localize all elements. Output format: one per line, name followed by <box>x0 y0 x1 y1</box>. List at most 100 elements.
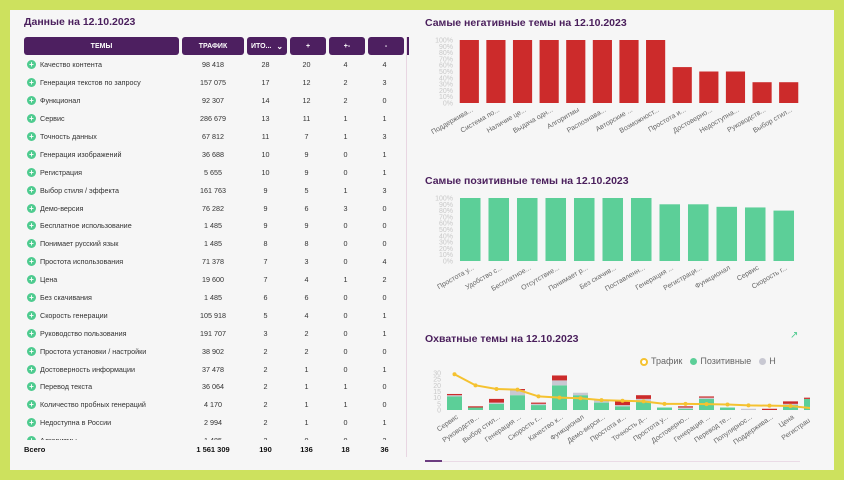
stacked-bar-segment[interactable] <box>678 406 693 408</box>
bar[interactable] <box>592 40 612 103</box>
stacked-bar-segment[interactable] <box>615 405 630 407</box>
table-row[interactable]: + Функционал 92 307 14 12 2 0 <box>24 92 404 110</box>
stacked-bar-segment[interactable] <box>531 405 546 410</box>
table-row[interactable]: + Цена 19 600 7 4 1 2 <box>24 271 404 289</box>
stacked-bar-segment[interactable] <box>489 398 504 403</box>
stacked-bar-segment[interactable] <box>615 401 630 406</box>
expand-plus-icon[interactable]: + <box>27 149 36 159</box>
table-row[interactable]: + Без скачивания 1 485 6 6 0 0 <box>24 289 404 307</box>
expand-plus-icon[interactable]: + <box>27 310 36 320</box>
traffic-point[interactable] <box>746 403 751 408</box>
stacked-bar-segment[interactable] <box>468 406 483 408</box>
stacked-bar-segment[interactable] <box>552 375 567 381</box>
traffic-point[interactable] <box>452 372 457 377</box>
stacked-bar-segment[interactable] <box>741 408 756 410</box>
legend-item-positive[interactable]: Позитивные <box>690 356 751 366</box>
table-row[interactable]: + Недоступна в России 2 994 2 1 0 1 <box>24 414 404 432</box>
table-row[interactable]: + Руководство пользования 191 707 3 2 0 1 <box>24 324 404 342</box>
bar[interactable] <box>773 210 795 261</box>
bar[interactable] <box>619 40 639 103</box>
stacked-bar-segment[interactable] <box>447 395 462 397</box>
traffic-point[interactable] <box>725 402 730 407</box>
traffic-point[interactable] <box>473 383 478 388</box>
bar[interactable] <box>459 198 481 261</box>
expand-plus-icon[interactable]: + <box>27 221 36 231</box>
traffic-point[interactable] <box>641 399 646 404</box>
table-row[interactable]: + Достоверность информации 37 478 2 1 0 1 <box>24 360 404 378</box>
table-row[interactable]: + Количество пробных генераций 4 170 2 1 1 0 <box>24 396 404 414</box>
legend-item-traffic[interactable]: Трафик <box>640 356 682 366</box>
traffic-point[interactable] <box>704 402 709 407</box>
expand-plus-icon[interactable]: + <box>27 203 36 213</box>
expand-plus-icon[interactable]: + <box>27 257 36 267</box>
traffic-point[interactable] <box>683 401 688 406</box>
scrollbar-track[interactable] <box>406 37 407 457</box>
stacked-bar-segment[interactable] <box>615 406 630 410</box>
chart-scrollbar-thumb[interactable] <box>425 460 442 462</box>
expand-plus-icon[interactable]: + <box>27 185 36 195</box>
stacked-bar-segment[interactable] <box>783 401 798 404</box>
bar[interactable] <box>459 40 479 103</box>
table-row[interactable]: + Выбор стиля / эффекта 161 763 9 5 1 3 <box>24 181 404 199</box>
stacked-bar-segment[interactable] <box>636 401 651 410</box>
traffic-point[interactable] <box>578 396 583 401</box>
expand-plus-icon[interactable]: + <box>27 436 36 440</box>
stacked-bar-segment[interactable] <box>678 407 693 409</box>
stacked-bar-segment[interactable] <box>573 392 588 396</box>
col-header-positive[interactable]: + <box>290 37 326 55</box>
expand-plus-icon[interactable]: + <box>27 346 36 356</box>
stacked-bar-segment[interactable] <box>678 408 693 410</box>
table-row[interactable]: + Простота установки / настройки 38 902 2 2 0… <box>24 342 404 360</box>
expand-plus-icon[interactable]: + <box>27 382 36 392</box>
stacked-bar-segment[interactable] <box>594 402 609 410</box>
stacked-bar-segment[interactable] <box>699 396 714 398</box>
stacked-bar-segment[interactable] <box>531 402 546 404</box>
bar[interactable] <box>566 40 586 103</box>
bar[interactable] <box>659 204 681 261</box>
expand-plus-icon[interactable]: + <box>27 60 36 70</box>
expand-plus-icon[interactable]: + <box>27 328 36 338</box>
expand-plus-icon[interactable]: + <box>27 167 36 177</box>
expand-plus-icon[interactable]: + <box>27 418 36 428</box>
stacked-bar-segment[interactable] <box>447 393 462 396</box>
expand-plus-icon[interactable]: + <box>27 239 36 249</box>
table-row[interactable]: + Качество контента 98 418 28 20 4 4 <box>24 56 404 74</box>
stacked-bar-segment[interactable] <box>531 403 546 406</box>
bar[interactable] <box>646 40 666 103</box>
bar[interactable] <box>545 198 567 261</box>
table-row[interactable]: + Генерация изображений 36 688 10 9 0 1 <box>24 145 404 163</box>
scrollbar-thumb[interactable] <box>407 37 409 55</box>
traffic-point[interactable] <box>767 403 772 408</box>
col-header-total[interactable]: ИТО... ⌄ <box>247 37 287 55</box>
table-row[interactable]: +Алгоритмы1 4852002 <box>24 432 404 440</box>
stacked-bar-segment[interactable] <box>510 390 525 396</box>
stacked-bar-segment[interactable] <box>489 402 504 404</box>
stacked-bar-segment[interactable] <box>447 396 462 410</box>
expand-plus-icon[interactable]: + <box>27 400 36 410</box>
bar[interactable] <box>699 71 719 104</box>
traffic-point[interactable] <box>515 387 520 392</box>
expand-plus-icon[interactable]: + <box>27 293 36 303</box>
bar[interactable] <box>687 204 709 261</box>
col-header-topics[interactable]: ТЕМЫ <box>24 37 179 55</box>
expand-arrow-icon[interactable]: ↗ <box>790 330 799 341</box>
stacked-bar-segment[interactable] <box>804 398 810 410</box>
table-row[interactable]: + Понимает русский язык 1 485 8 8 0 0 <box>24 235 404 253</box>
bar[interactable] <box>512 40 533 103</box>
expand-plus-icon[interactable]: + <box>27 114 36 124</box>
traffic-point[interactable] <box>557 395 562 400</box>
bar[interactable] <box>672 67 692 103</box>
stacked-bar-segment[interactable] <box>699 397 714 399</box>
bar[interactable] <box>716 206 738 261</box>
table-row[interactable]: + Бесплатное использование 1 485 9 9 0 0 <box>24 217 404 235</box>
bar[interactable] <box>779 82 799 103</box>
chart-scrollbar-track[interactable] <box>425 461 800 462</box>
expand-plus-icon[interactable]: + <box>27 364 36 374</box>
bar[interactable] <box>744 207 766 261</box>
stacked-bar-segment[interactable] <box>636 395 651 399</box>
bar[interactable] <box>573 198 595 261</box>
traffic-point[interactable] <box>536 394 541 399</box>
stacked-bar-segment[interactable] <box>762 408 777 410</box>
col-header-traffic[interactable]: ТРАФИК <box>182 37 244 55</box>
stacked-bar-segment[interactable] <box>510 395 525 410</box>
